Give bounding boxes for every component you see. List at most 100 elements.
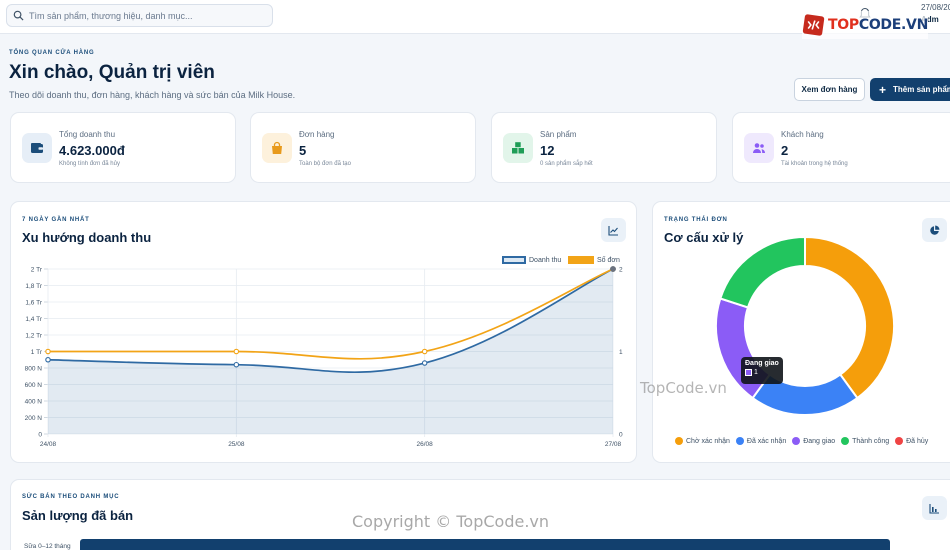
revenue-title: Xu hướng doanh thu	[22, 230, 152, 245]
stat-value: 4.623.000đ	[59, 143, 125, 158]
legend-dot	[841, 437, 850, 445]
stat-note: Toàn bộ đơn đã tạo	[299, 161, 351, 167]
page-title: Xin chào, Quản trị viên	[9, 62, 215, 83]
revenue-point[interactable]	[233, 361, 240, 368]
pie-legend-label: Đã xác nhận	[746, 437, 787, 445]
stat-card-orders: Đơn hàng 5 Toàn bộ đơn đã tạo	[250, 112, 476, 183]
watermark-center: TopCode.vn	[640, 379, 727, 397]
y-left-tick-label: 1,4 Tr	[25, 316, 42, 323]
users-icon	[744, 133, 774, 163]
order-count-point[interactable]	[421, 348, 428, 355]
stat-label: Sản phẩm	[540, 130, 577, 139]
donut-slice[interactable]	[719, 235, 806, 309]
y-right-tick-label: 2	[619, 266, 623, 273]
stat-value: 5	[299, 143, 307, 158]
pie-legend: Chờ xác nhận Đã xác nhận Đang giao Thành…	[675, 437, 934, 445]
bar-category-fill	[80, 539, 890, 550]
legend-order-count[interactable]: Số đơn	[568, 256, 620, 264]
legend-label: Doanh thu	[529, 256, 562, 264]
revenue-line	[47, 268, 614, 374]
overview-eyebrow: TỔNG QUAN CỬA HÀNG	[9, 50, 95, 56]
tooltip-title: Đang giao	[745, 360, 779, 367]
wallet-icon	[22, 133, 52, 163]
stat-card-customers: Khách hàng 2 Tài khoản trong hệ thống	[732, 112, 950, 183]
status-eyebrow: TRẠNG THÁI ĐƠN	[664, 217, 728, 223]
sales-eyebrow: SỨC BÁN THEO DANH MỤC	[22, 494, 120, 500]
stat-label: Đơn hàng	[299, 130, 335, 139]
order-count-point[interactable]	[233, 348, 240, 355]
search-box[interactable]	[6, 4, 273, 27]
search-icon	[13, 10, 24, 21]
legend-dot	[792, 437, 801, 445]
x-tick-label: 26/08	[417, 441, 434, 448]
pie-legend-label: Đang giao	[803, 437, 836, 445]
y-left-tick-label: 2 Tr	[31, 266, 43, 273]
chart-line-icon[interactable]	[601, 218, 626, 242]
legend-label: Số đơn	[597, 256, 620, 264]
logo-text-code: CODE.VN	[858, 17, 928, 33]
status-title: Cơ cấu xử lý	[664, 230, 744, 245]
y-left-tick-label: 800 N	[25, 365, 43, 372]
pie-legend-item[interactable]: Chờ xác nhận	[675, 437, 730, 445]
y-left-tick-label: 200 N	[25, 415, 43, 422]
x-tick-label: 25/08	[228, 441, 245, 448]
stat-value: 12	[540, 143, 555, 158]
pie-legend-item[interactable]: Đã xác nhận	[735, 437, 787, 445]
bar-category-label: Sữa 0–12 tháng	[24, 543, 71, 550]
y-left-tick-label: 1,2 Tr	[25, 332, 42, 339]
stat-note: Tài khoản trong hệ thống	[781, 161, 848, 167]
tooltip-swatch	[745, 369, 752, 376]
pie-legend-label: Thành công	[852, 437, 890, 445]
pie-legend-item[interactable]: Đang giao	[792, 437, 835, 445]
revenue-point-active[interactable]	[610, 266, 616, 272]
stat-note: 0 sản phẩm sắp hết	[540, 161, 593, 167]
legend-swatch	[502, 256, 526, 264]
donut-slice[interactable]	[804, 235, 895, 400]
order-count-line	[48, 268, 614, 360]
stat-card-revenue: Tổng doanh thu 4.623.000đ Không tính đơn…	[10, 112, 236, 183]
shopping-bag-icon	[262, 133, 292, 163]
stat-note: Không tính đơn đã hủy	[59, 161, 120, 167]
pie-legend-label: Chờ xác nhận	[686, 437, 730, 445]
revenue-point[interactable]	[421, 360, 428, 366]
logo-mark-icon	[802, 14, 825, 36]
x-tick-label: 27/08	[605, 441, 622, 448]
revenue-area	[48, 269, 613, 434]
legend-revenue[interactable]: Doanh thu	[502, 256, 561, 264]
sales-by-category-card: SỨC BÁN THEO DANH MỤC Sản lượng đã bán	[10, 479, 950, 550]
current-date: 27/08/20	[921, 3, 950, 12]
add-product-label: Thêm sản phẩm	[893, 85, 950, 94]
watermark-copyright: Copyright © TopCode.vn	[352, 512, 550, 531]
logo-text-top: TOP	[828, 17, 859, 33]
stat-label: Tổng doanh thu	[59, 130, 116, 139]
tooltip-value: 1	[754, 369, 758, 376]
stat-value: 2	[781, 143, 789, 158]
user-name[interactable]: Adm	[921, 15, 939, 24]
legend-dot	[675, 437, 683, 445]
bar-chart-icon[interactable]	[922, 496, 947, 520]
legend-dot	[895, 437, 904, 445]
search-input[interactable]	[29, 10, 269, 21]
pie-legend-item[interactable]: Đã hủy	[895, 437, 928, 445]
legend-swatch	[568, 256, 594, 264]
pie-chart-icon[interactable]	[922, 218, 947, 242]
y-left-tick-label: 1 Tr	[31, 349, 43, 356]
revenue-trend-card: 7 NGÀY GẦN NHẤT Xu hướng doanh thu	[10, 201, 637, 463]
y-right-tick-label: 1	[619, 349, 623, 356]
revenue-eyebrow: 7 NGÀY GẦN NHẤT	[22, 217, 90, 223]
add-product-button[interactable]: + Thêm sản phẩm	[870, 78, 950, 101]
boxes-icon	[503, 133, 533, 163]
revenue-point[interactable]	[45, 356, 51, 363]
y-left-tick-label: 0	[38, 431, 42, 438]
x-tick-label: 24/08	[40, 441, 57, 448]
plus-icon: +	[879, 82, 887, 97]
pie-legend-item[interactable]: Thành công	[841, 437, 889, 445]
legend-dot	[735, 437, 744, 445]
view-orders-button[interactable]: Xem đơn hàng	[794, 78, 865, 101]
pie-legend-label: Đã hủy	[906, 437, 929, 445]
stat-label: Khách hàng	[781, 130, 824, 139]
page-subtitle: Theo dõi doanh thu, đơn hàng, khách hàng…	[9, 90, 296, 100]
stat-card-products: Sản phẩm 12 0 sản phẩm sắp hết	[491, 112, 717, 183]
order-count-point[interactable]	[45, 348, 51, 355]
